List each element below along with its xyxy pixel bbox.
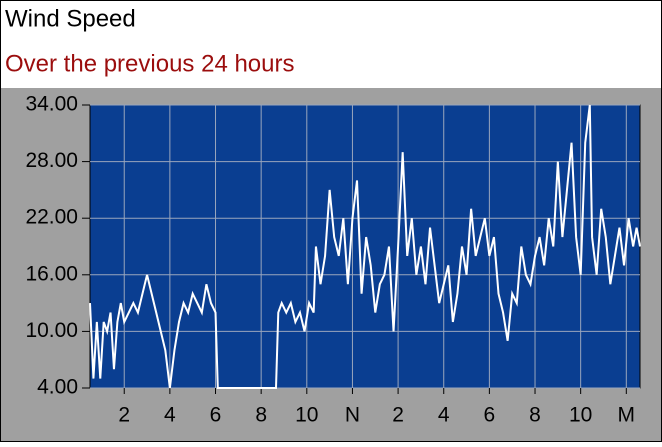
x-tick-label: M bbox=[618, 404, 636, 427]
x-tick-label: 2 bbox=[392, 404, 404, 427]
x-tick-label: 8 bbox=[255, 404, 267, 427]
y-tick-label: 28.00 bbox=[25, 149, 78, 172]
y-tick-label: 10.00 bbox=[25, 319, 78, 342]
y-tick-label: 34.00 bbox=[25, 93, 78, 116]
x-tick-label: 6 bbox=[210, 404, 222, 427]
x-tick-label: 6 bbox=[484, 404, 496, 427]
x-tick-label: 4 bbox=[438, 404, 450, 427]
x-tick-label: 10 bbox=[569, 404, 592, 427]
y-tick-label: 16.00 bbox=[25, 262, 78, 285]
x-tick-label: 8 bbox=[529, 404, 541, 427]
line-series bbox=[89, 104, 641, 389]
y-tick-label: 22.00 bbox=[25, 206, 78, 229]
chart-title: Wind Speed bbox=[5, 5, 136, 32]
x-tick-label: 2 bbox=[118, 404, 130, 427]
x-tick-label: 10 bbox=[295, 404, 318, 427]
y-tick-label: 4.00 bbox=[37, 376, 78, 399]
chart-subtitle: Over the previous 24 hours bbox=[5, 50, 295, 77]
x-tick-label: N bbox=[345, 404, 360, 427]
x-tick-label: 4 bbox=[164, 404, 176, 427]
